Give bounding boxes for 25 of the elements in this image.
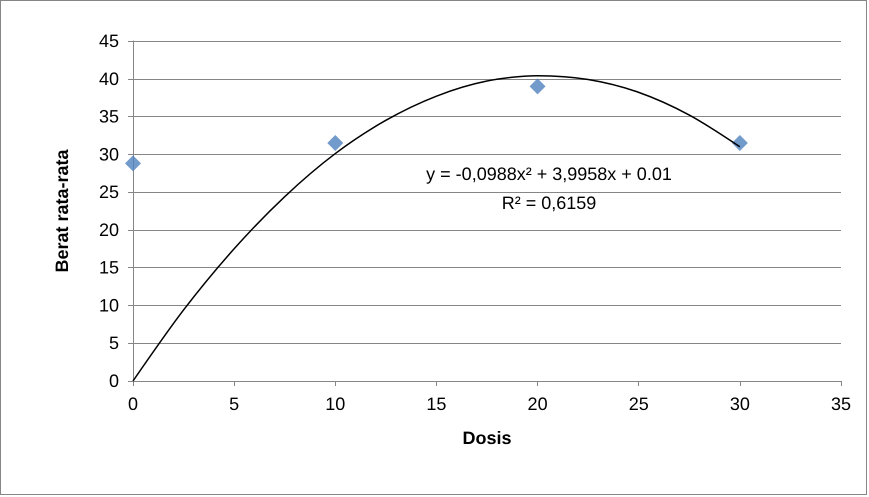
point <box>125 155 141 172</box>
y-tick-label: 0 <box>108 371 119 391</box>
x-tick-label: 25 <box>628 394 649 414</box>
x-tick-label: 20 <box>528 394 548 414</box>
x-tick-label: 0 <box>128 394 138 414</box>
x-tick-label: 5 <box>229 394 240 414</box>
annotation: R² = 0,6159 <box>502 193 596 213</box>
y-axis-title: Berat rata-rata <box>52 148 72 273</box>
y-tick-label: 20 <box>98 220 119 240</box>
y-tick-label: 45 <box>98 31 119 51</box>
y-tick-label: 5 <box>108 333 119 354</box>
x-tick-label: 10 <box>325 394 346 414</box>
y-tick-label: 35 <box>98 106 119 127</box>
y-tick-label: 40 <box>98 68 119 89</box>
x-axis-title: Dosis <box>462 428 512 448</box>
point <box>327 135 344 151</box>
y-tick-label: 25 <box>98 182 119 202</box>
annotation: y = -0,0988x² + 3,9958x + 0.01 <box>426 164 672 184</box>
point <box>530 78 546 94</box>
x-tick-label: 35 <box>830 394 852 414</box>
y-tick-label: 15 <box>98 258 119 278</box>
y-tick-label: 10 <box>98 295 119 316</box>
x-tick-label: 30 <box>730 394 750 414</box>
x-tick-label: 15 <box>426 394 446 414</box>
y-tick-label: 30 <box>98 144 119 164</box>
